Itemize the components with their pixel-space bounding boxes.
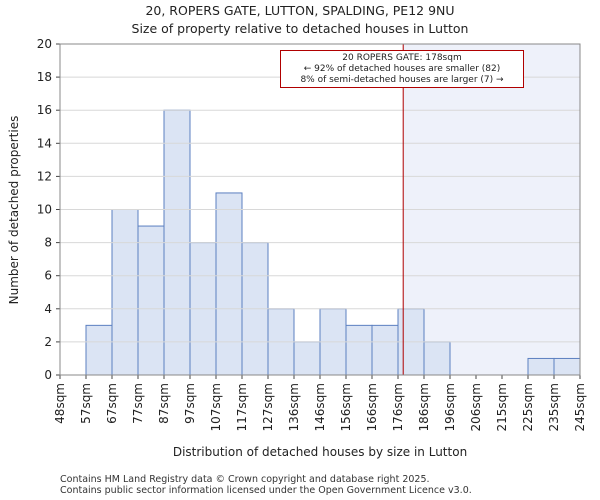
bar-57sqm: [85, 324, 113, 376]
x-tick-label: 206sqm: [469, 383, 483, 431]
annotation-line-2: ← 92% of detached houses are smaller (82…: [303, 64, 501, 74]
y-tick-label: 2: [44, 335, 52, 349]
x-tick-label: 235sqm: [547, 383, 561, 431]
bar-186sqm: [423, 341, 451, 376]
bar-225sqm: [527, 357, 555, 376]
annotation-line-3: 8% of semi-detached houses are larger (7…: [300, 75, 504, 85]
x-tick-label: 87sqm: [157, 383, 171, 424]
bar-136sqm: [293, 341, 321, 376]
x-axis-label: Distribution of detached houses by size …: [172, 445, 468, 459]
x-tick-label: 48sqm: [53, 383, 67, 424]
x-tick-label: 215sqm: [495, 383, 509, 431]
y-tick-label: 6: [44, 269, 52, 283]
bar-77sqm: [137, 225, 165, 376]
y-tick-label: 18: [37, 70, 52, 84]
x-tick-label: 127sqm: [261, 383, 275, 431]
y-tick-label: 0: [44, 368, 52, 382]
x-tick-label: 196sqm: [443, 383, 457, 431]
x-tick-label: 67sqm: [105, 383, 119, 424]
footer-line-2: Contains public sector information licen…: [60, 485, 472, 496]
x-tick-label: 176sqm: [391, 383, 405, 431]
chart-title: 20, ROPERS GATE, LUTTON, SPALDING, PE12 …: [145, 3, 455, 18]
x-tick-label: 166sqm: [365, 383, 379, 431]
y-tick-label: 16: [37, 103, 52, 117]
y-axis-label: Number of detached properties: [7, 115, 21, 305]
x-tick-label: 57sqm: [79, 383, 93, 424]
y-tick-label: 14: [37, 136, 52, 150]
y-tick-label: 8: [44, 236, 52, 250]
bar-235sqm: [553, 357, 581, 376]
x-tick-label: 136sqm: [287, 383, 301, 431]
y-tick-label: 12: [37, 169, 52, 183]
x-tick-label: 225sqm: [521, 383, 535, 431]
x-axis: 48sqm 57sqm 67sqm 77sqm 87sqm 97sqm 107sqm 117s…: [53, 375, 587, 431]
plot-frame: [59, 43, 581, 376]
bar-107sqm: [215, 192, 243, 376]
x-tick-label: 156sqm: [339, 383, 353, 431]
x-tick-label: 146sqm: [313, 383, 327, 431]
y-tick-label: 20: [37, 37, 52, 51]
bar-156sqm: [345, 324, 373, 376]
bar-166sqm: [371, 324, 399, 376]
y-tick-label: 10: [37, 203, 52, 217]
bar-67sqm: [111, 209, 139, 376]
footer-line-1: Contains HM Land Registry data © Crown c…: [60, 474, 430, 485]
annotation-line-1: 20 ROPERS GATE: 178sqm: [342, 53, 462, 63]
chart-subtitle: Size of property relative to detached ho…: [131, 21, 469, 36]
x-tick-label: 97sqm: [183, 383, 197, 424]
x-tick-label: 186sqm: [417, 383, 431, 431]
annotation-box: 20 ROPERS GATE: 178sqm ← 92% of detached…: [280, 50, 524, 88]
y-tick-label: 4: [44, 302, 52, 316]
x-tick-label: 117sqm: [235, 383, 249, 431]
x-tick-label: 107sqm: [209, 383, 223, 431]
x-tick-label: 245sqm: [573, 383, 587, 431]
x-tick-label: 77sqm: [131, 383, 145, 424]
